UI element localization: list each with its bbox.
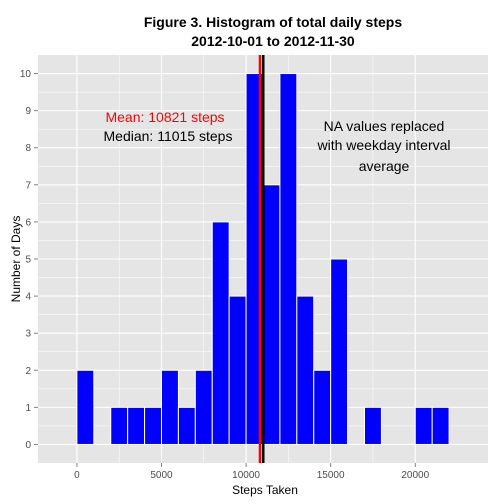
na-note-line-3: average — [359, 158, 410, 174]
histogram-bars — [76, 73, 450, 445]
histogram-bar — [177, 406, 196, 445]
histogram-bar — [194, 369, 213, 445]
histogram-bar — [414, 406, 433, 445]
chart-subtitle: 2012-10-01 to 2012-11-30 — [191, 33, 355, 49]
x-axis-title: Steps Taken — [232, 483, 298, 497]
histogram-bar — [330, 258, 349, 445]
y-tick-label: 5 — [25, 255, 31, 266]
histogram-bar — [211, 221, 230, 445]
x-tick-label: 0 — [74, 470, 80, 481]
histogram-bar — [313, 369, 332, 445]
y-tick-label: 4 — [25, 292, 31, 303]
histogram-bar — [76, 369, 95, 445]
x-tick-label: 15000 — [317, 470, 345, 481]
histogram-bar — [431, 406, 450, 445]
y-tick-label: 6 — [25, 217, 31, 228]
histogram-bar — [127, 406, 146, 445]
reference-lines — [258, 55, 265, 463]
y-tick-label: 9 — [25, 106, 31, 117]
y-tick-label: 0 — [25, 440, 31, 451]
histogram-bar — [279, 73, 298, 445]
histogram-bar — [144, 406, 162, 445]
x-tick-label: 10000 — [232, 470, 260, 481]
histogram-bar — [110, 406, 129, 445]
histogram-bar — [228, 295, 247, 445]
chart-title: Figure 3. Histogram of total daily steps — [144, 14, 402, 30]
histogram-bar — [296, 295, 315, 445]
histogram-bar — [364, 406, 382, 445]
y-tick-label: 1 — [25, 403, 31, 414]
y-tick-label: 2 — [25, 366, 31, 377]
na-note-line-1: NA values replaced — [324, 118, 445, 134]
y-axis-ticks: 0 1 2 3 4 5 6 7 8 9 10 — [20, 69, 38, 451]
median-annotation: Median: 11015 steps — [104, 128, 233, 144]
na-note-line-2: with weekday interval — [316, 137, 450, 153]
x-tick-label: 5000 — [150, 470, 173, 481]
histogram-bar — [262, 184, 281, 445]
histogram-bar — [160, 369, 179, 445]
y-tick-label: 7 — [25, 180, 31, 191]
y-axis-title: Number of Days — [9, 216, 23, 303]
y-tick-label: 8 — [25, 143, 31, 154]
x-tick-label: 20000 — [401, 470, 429, 481]
mean-annotation: Mean: 10821 steps — [105, 109, 224, 125]
x-axis-ticks: 0 5000 10000 15000 20000 — [74, 463, 430, 481]
y-tick-label: 3 — [25, 329, 31, 340]
y-tick-label: 10 — [20, 69, 32, 80]
